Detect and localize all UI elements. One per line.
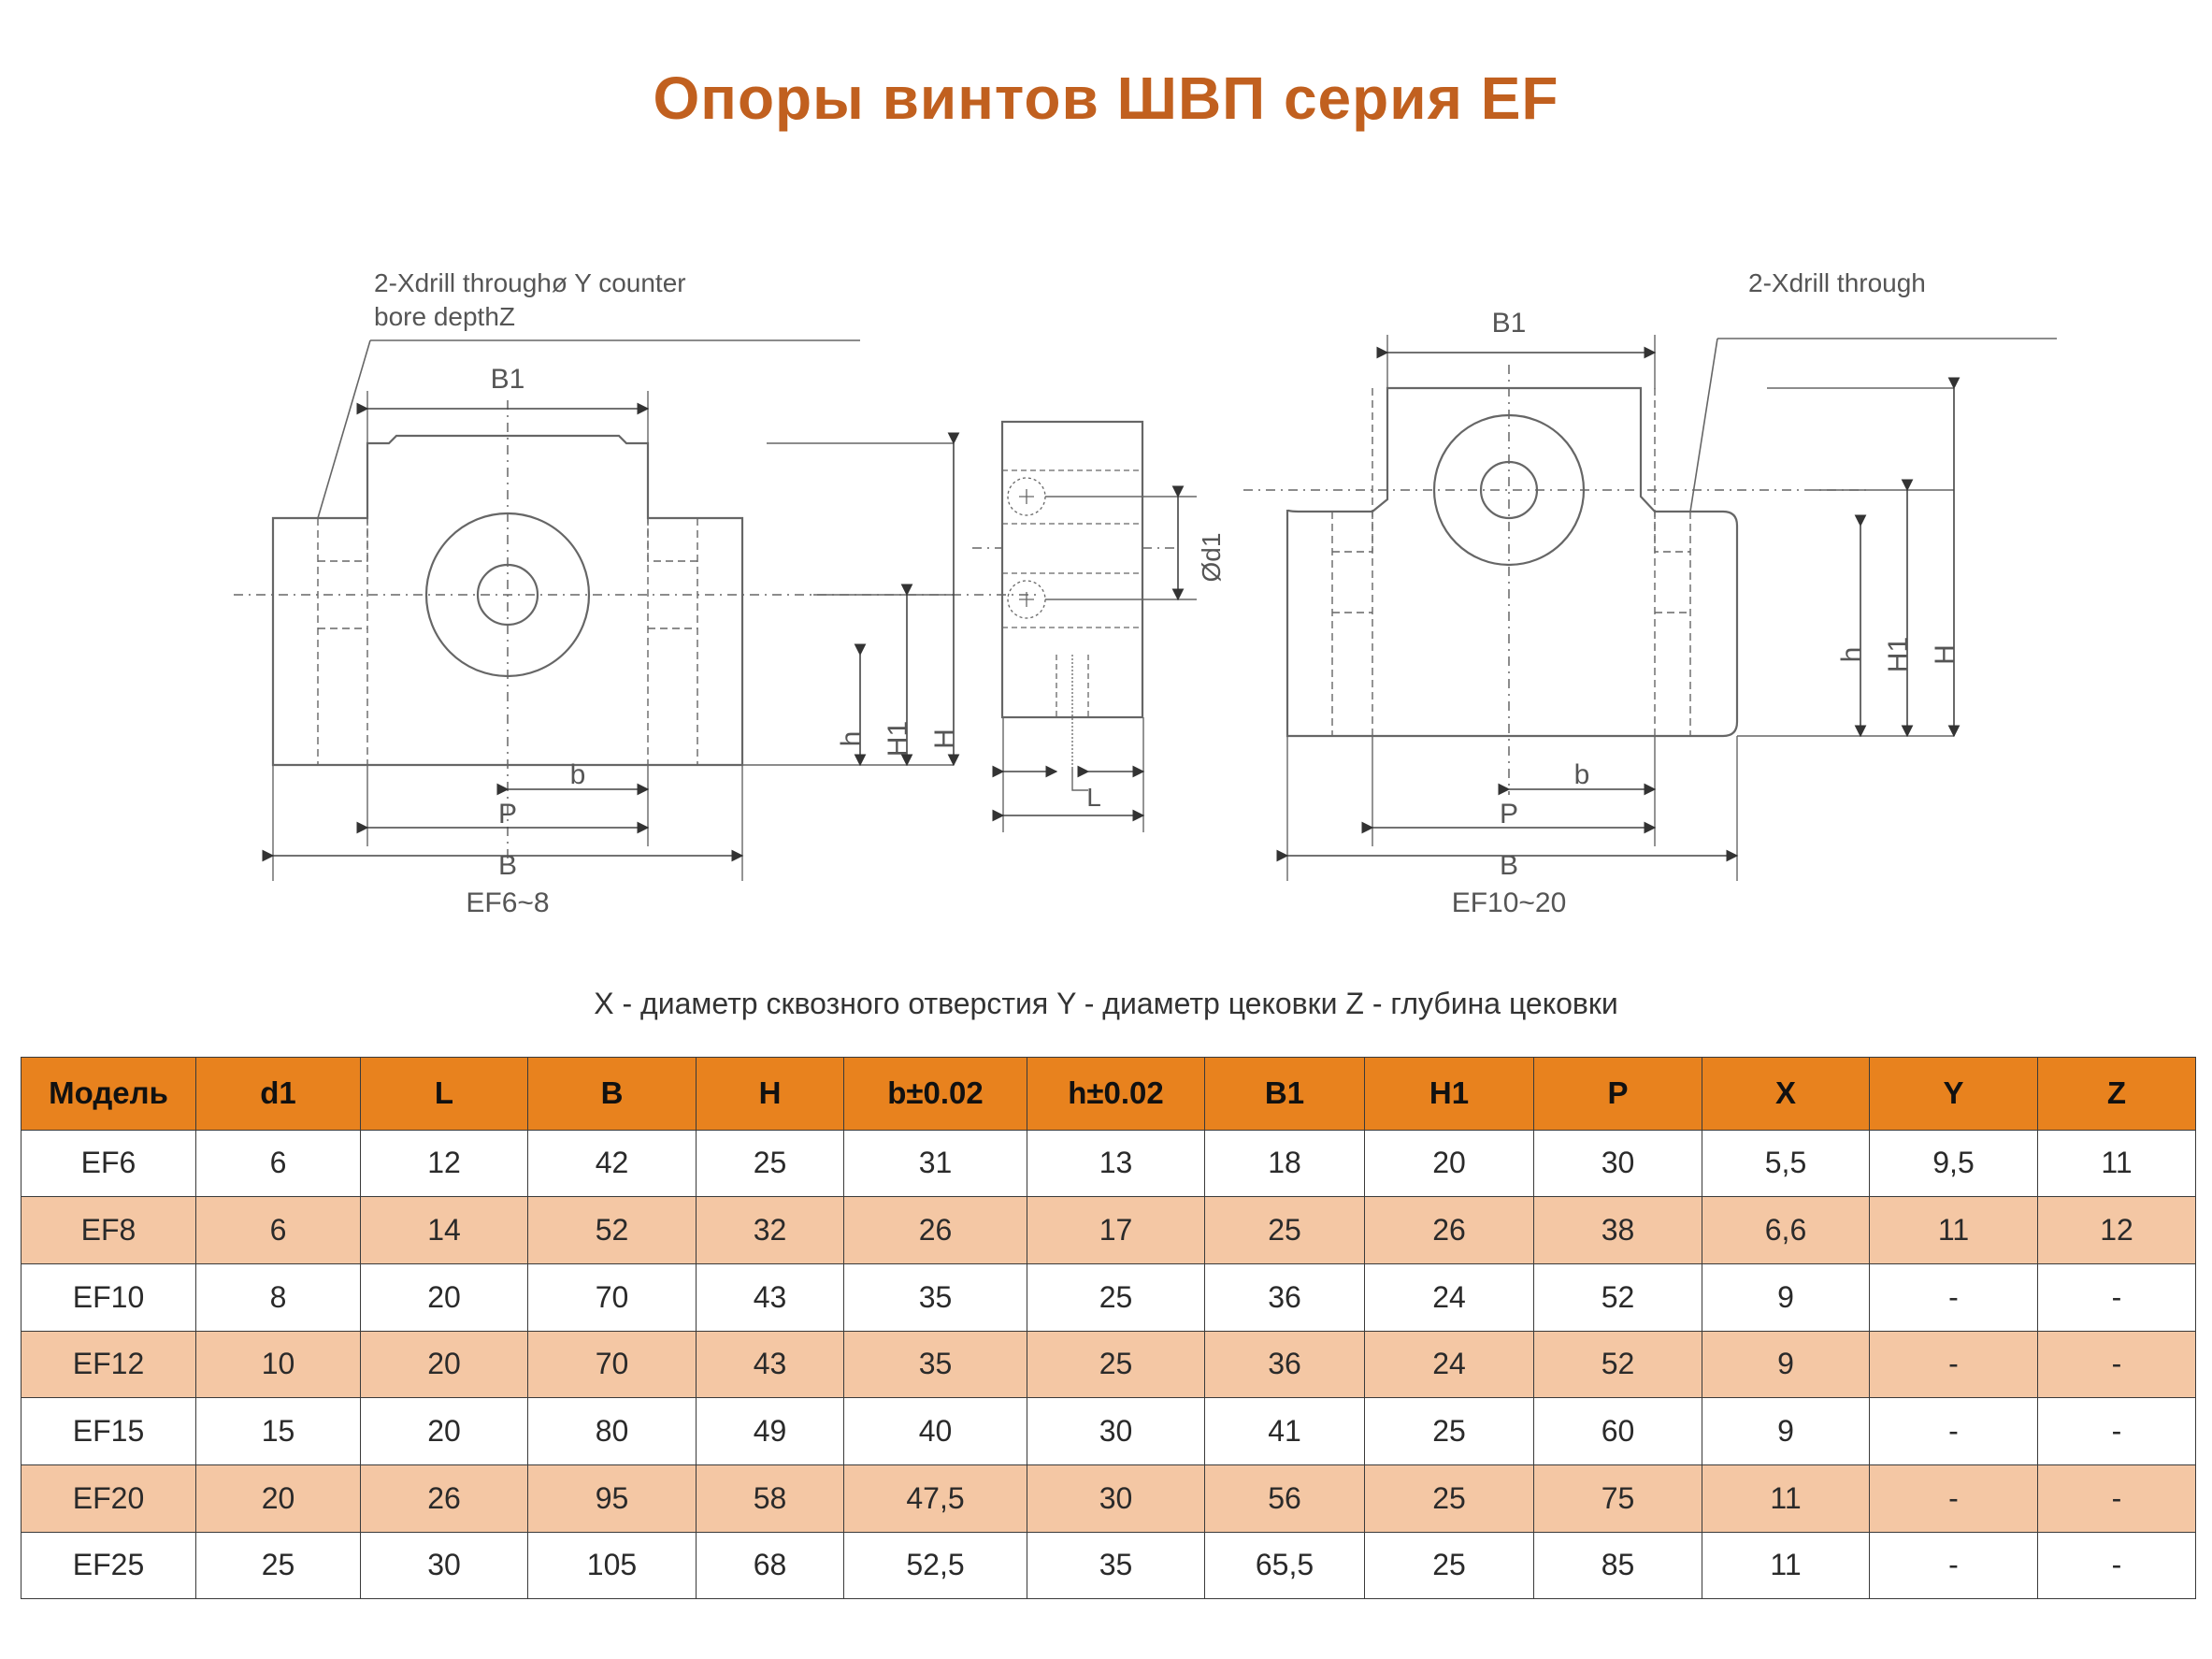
svg-text:Ød1: Ød1 <box>1197 533 1226 583</box>
svg-text:2-Xdrill through: 2-Xdrill through <box>1748 268 1926 297</box>
svg-text:H1: H1 <box>883 721 913 757</box>
svg-text:EF6~8: EF6~8 <box>466 887 549 918</box>
svg-text:H1: H1 <box>1883 637 1914 672</box>
svg-text:bore depthZ: bore depthZ <box>374 302 515 331</box>
svg-text:2-Xdrill throughø Y counter: 2-Xdrill throughø Y counter <box>374 268 686 297</box>
svg-text:b: b <box>1574 759 1590 790</box>
svg-text:h: h <box>1836 647 1867 663</box>
svg-text:P: P <box>1500 799 1518 830</box>
svg-text:P: P <box>498 799 517 830</box>
svg-text:B1: B1 <box>1492 308 1527 339</box>
svg-text:L: L <box>1086 783 1101 812</box>
svg-text:B: B <box>1500 850 1518 881</box>
svg-text:H: H <box>929 729 960 749</box>
svg-text:B1: B1 <box>491 364 525 395</box>
svg-text:h: h <box>836 731 867 747</box>
svg-text:H: H <box>1930 644 1961 665</box>
svg-text:B: B <box>498 850 517 881</box>
svg-text:EF10~20: EF10~20 <box>1452 887 1567 918</box>
svg-text:b: b <box>570 759 586 790</box>
